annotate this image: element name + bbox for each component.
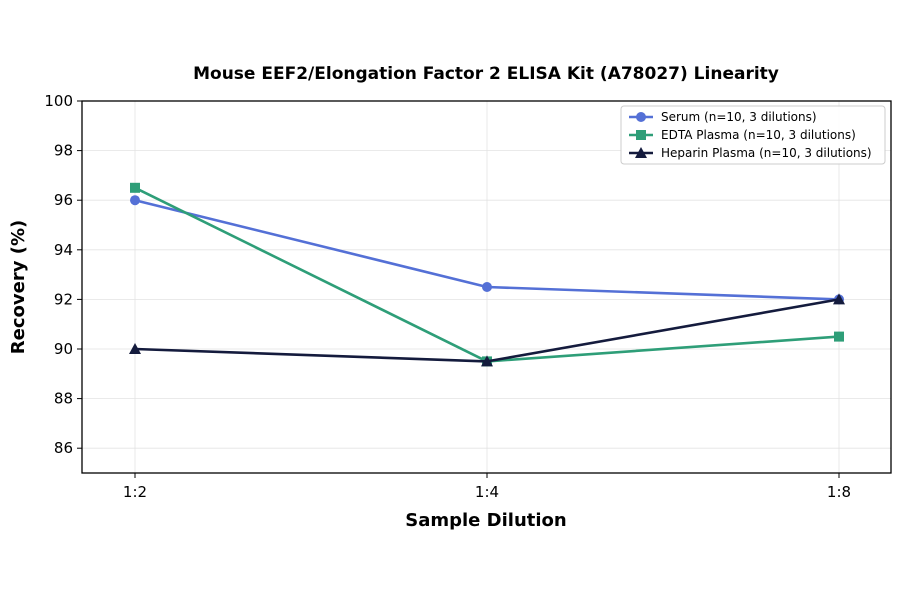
series-heparin xyxy=(129,293,845,367)
data-point xyxy=(833,293,845,305)
y-tick-label: 100 xyxy=(44,92,73,110)
data-point xyxy=(130,182,140,193)
legend-entry: Serum (n=10, 3 dilutions) xyxy=(629,110,817,124)
y-tick-label: 98 xyxy=(54,142,73,160)
series-layer xyxy=(129,182,845,367)
x-tick-label: 1:8 xyxy=(827,483,851,501)
y-tick-label: 86 xyxy=(54,439,73,457)
x-tick-label: 1:2 xyxy=(123,483,147,501)
legend-label: EDTA Plasma (n=10, 3 dilutions) xyxy=(661,128,856,142)
chart-title: Mouse EEF2/Elongation Factor 2 ELISA Kit… xyxy=(193,64,779,84)
legend-marker xyxy=(636,130,646,140)
legend-label: Heparin Plasma (n=10, 3 dilutions) xyxy=(661,146,872,160)
y-tick-label: 94 xyxy=(54,241,73,259)
y-tick-label: 96 xyxy=(54,191,73,209)
data-point xyxy=(834,331,844,342)
y-tick-label: 90 xyxy=(54,340,73,358)
data-point xyxy=(481,355,493,367)
legend-entry: EDTA Plasma (n=10, 3 dilutions) xyxy=(629,128,856,142)
y-tick-label: 88 xyxy=(54,390,73,408)
legend-marker xyxy=(636,112,646,122)
legend-box xyxy=(620,105,886,165)
axes: 86 88 90 92 94 96 98 100 1:2 1:4 1:8 xyxy=(44,92,851,501)
data-point xyxy=(482,282,492,292)
x-tick-label: 1:4 xyxy=(475,483,499,501)
x-axis-label: Sample Dilution xyxy=(405,510,566,531)
legend: Serum (n=10, 3 dilutions) EDTA Plasma (n=… xyxy=(620,105,886,165)
y-tick-label: 92 xyxy=(54,290,73,308)
legend-marker xyxy=(635,147,647,158)
y-axis-label: Recovery (%) xyxy=(8,220,29,354)
data-point xyxy=(130,195,140,206)
data-point xyxy=(129,343,141,354)
legend-label: Serum (n=10, 3 dilutions) xyxy=(661,110,817,124)
legend-entry: Heparin Plasma (n=10, 3 dilutions) xyxy=(629,146,872,160)
